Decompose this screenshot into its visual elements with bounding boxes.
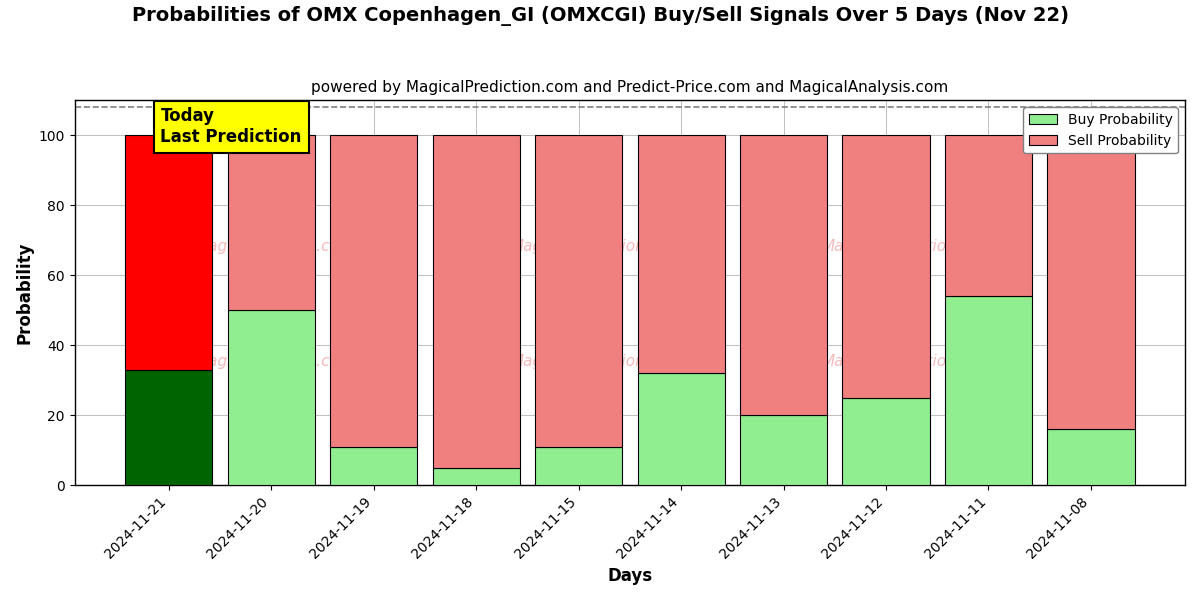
Bar [330,136,418,446]
Text: MagicalAnalysis.com: MagicalAnalysis.com [196,239,354,254]
X-axis label: Days: Days [607,567,653,585]
Bar [535,136,622,446]
Text: Today
Last Prediction: Today Last Prediction [161,107,302,146]
Bar [740,415,827,485]
Bar [740,136,827,415]
Bar [228,310,314,485]
Bar [1048,429,1134,485]
Bar [125,370,212,485]
Bar [228,136,314,310]
Bar [842,136,930,398]
Text: MagicalAnalysis.com: MagicalAnalysis.com [196,355,354,370]
Bar [637,136,725,373]
Bar [432,136,520,467]
Bar [944,136,1032,296]
Bar [1048,136,1134,429]
Legend: Buy Probability, Sell Probability: Buy Probability, Sell Probability [1024,107,1178,154]
Text: MagicalPrediction.com: MagicalPrediction.com [510,355,683,370]
Text: MagicalPrediction.com: MagicalPrediction.com [821,355,994,370]
Bar [842,398,930,485]
Bar [432,467,520,485]
Bar [535,446,622,485]
Bar [125,136,212,370]
Bar [944,296,1032,485]
Text: MagicalPrediction.com: MagicalPrediction.com [510,239,683,254]
Text: Probabilities of OMX Copenhagen_GI (OMXCGI) Buy/Sell Signals Over 5 Days (Nov 22: Probabilities of OMX Copenhagen_GI (OMXC… [132,6,1068,26]
Bar [637,373,725,485]
Title: powered by MagicalPrediction.com and Predict-Price.com and MagicalAnalysis.com: powered by MagicalPrediction.com and Pre… [311,80,948,95]
Bar [330,446,418,485]
Y-axis label: Probability: Probability [16,241,34,344]
Text: MagicalPrediction.com: MagicalPrediction.com [821,239,994,254]
